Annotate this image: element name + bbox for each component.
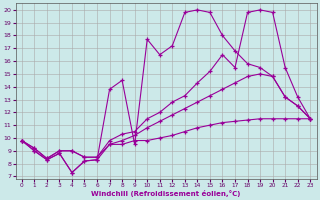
X-axis label: Windchill (Refroidissement éolien,°C): Windchill (Refroidissement éolien,°C): [91, 190, 241, 197]
